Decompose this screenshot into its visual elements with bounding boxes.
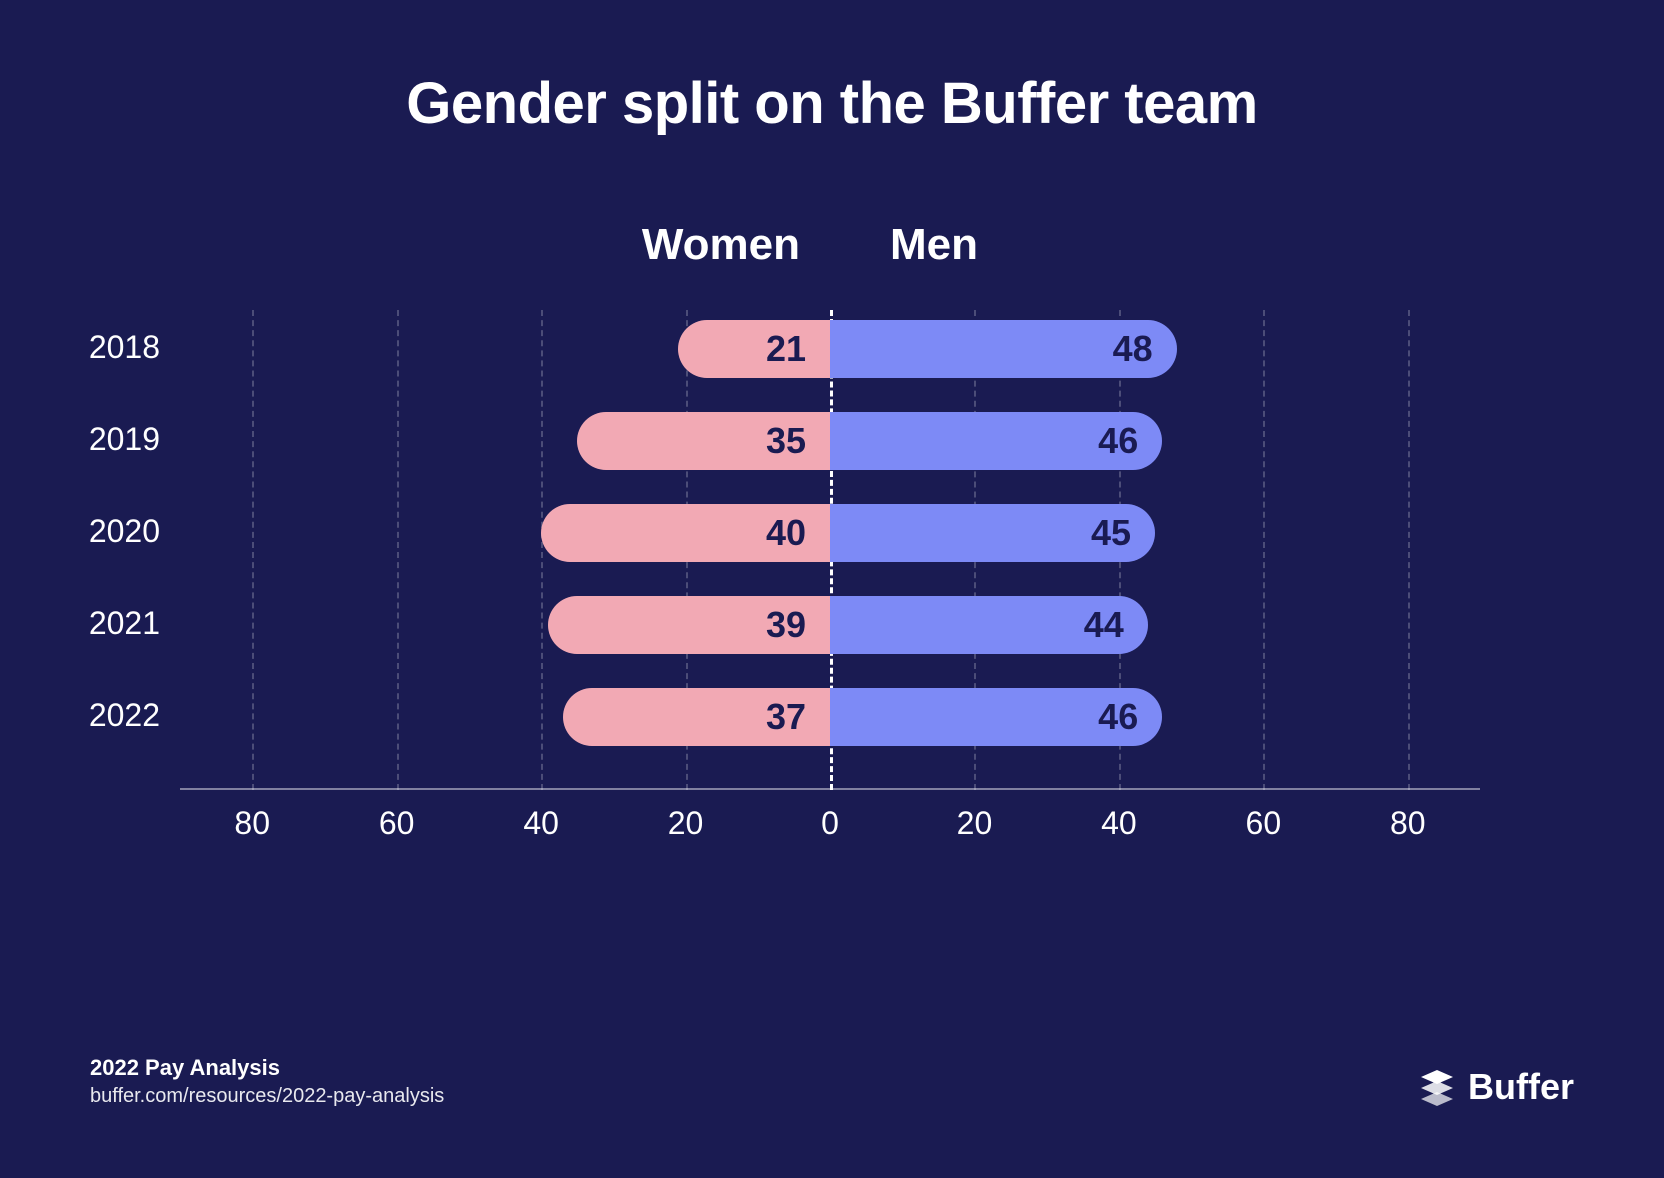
plot-area: 2018214820193546202040452021394420223746 bbox=[180, 310, 1480, 790]
bar-women: 40 bbox=[541, 504, 830, 562]
gridline bbox=[1263, 310, 1265, 790]
bar-value-women: 21 bbox=[766, 328, 806, 370]
x-tick-label: 60 bbox=[1233, 805, 1293, 842]
bar-men: 46 bbox=[830, 688, 1162, 746]
bar-women: 37 bbox=[563, 688, 830, 746]
year-label: 2022 bbox=[60, 697, 160, 734]
bar-value-men: 45 bbox=[1091, 512, 1131, 554]
x-tick-label: 0 bbox=[800, 805, 860, 842]
x-tick-label: 20 bbox=[944, 805, 1004, 842]
gridline bbox=[1408, 310, 1410, 790]
bar-value-men: 44 bbox=[1084, 604, 1124, 646]
gridline bbox=[252, 310, 254, 790]
gridline bbox=[541, 310, 543, 790]
bar-men: 45 bbox=[830, 504, 1155, 562]
bar-value-women: 39 bbox=[766, 604, 806, 646]
bar-value-men: 46 bbox=[1098, 420, 1138, 462]
brand-logo: Buffer bbox=[1418, 1066, 1574, 1108]
bar-men: 46 bbox=[830, 412, 1162, 470]
bar-women: 21 bbox=[678, 320, 830, 378]
chart-area: Women Men 201821482019354620204045202139… bbox=[180, 210, 1480, 890]
chart-title: Gender split on the Buffer team bbox=[0, 70, 1664, 137]
x-tick-label: 60 bbox=[367, 805, 427, 842]
bar-men: 44 bbox=[830, 596, 1148, 654]
bar-women: 39 bbox=[548, 596, 830, 654]
footer-title: 2022 Pay Analysis bbox=[90, 1055, 444, 1081]
gridline bbox=[397, 310, 399, 790]
bar-value-women: 40 bbox=[766, 512, 806, 554]
series-label-men: Men bbox=[890, 220, 978, 270]
bar-women: 35 bbox=[577, 412, 830, 470]
bar-men: 48 bbox=[830, 320, 1177, 378]
bar-value-men: 46 bbox=[1098, 696, 1138, 738]
footer-url: buffer.com/resources/2022-pay-analysis bbox=[90, 1085, 444, 1108]
series-label-women: Women bbox=[642, 220, 800, 270]
year-label: 2019 bbox=[60, 421, 160, 458]
bar-value-women: 37 bbox=[766, 696, 806, 738]
x-tick-label: 80 bbox=[1378, 805, 1438, 842]
bar-value-men: 48 bbox=[1113, 328, 1153, 370]
year-label: 2021 bbox=[60, 605, 160, 642]
bar-value-women: 35 bbox=[766, 420, 806, 462]
x-tick-label: 40 bbox=[511, 805, 571, 842]
year-label: 2020 bbox=[60, 513, 160, 550]
x-tick-label: 80 bbox=[222, 805, 282, 842]
x-tick-label: 20 bbox=[656, 805, 716, 842]
brand-name: Buffer bbox=[1468, 1066, 1574, 1108]
buffer-icon bbox=[1418, 1068, 1456, 1106]
year-label: 2018 bbox=[60, 329, 160, 366]
footer: 2022 Pay Analysis buffer.com/resources/2… bbox=[90, 1055, 444, 1108]
x-tick-label: 40 bbox=[1089, 805, 1149, 842]
